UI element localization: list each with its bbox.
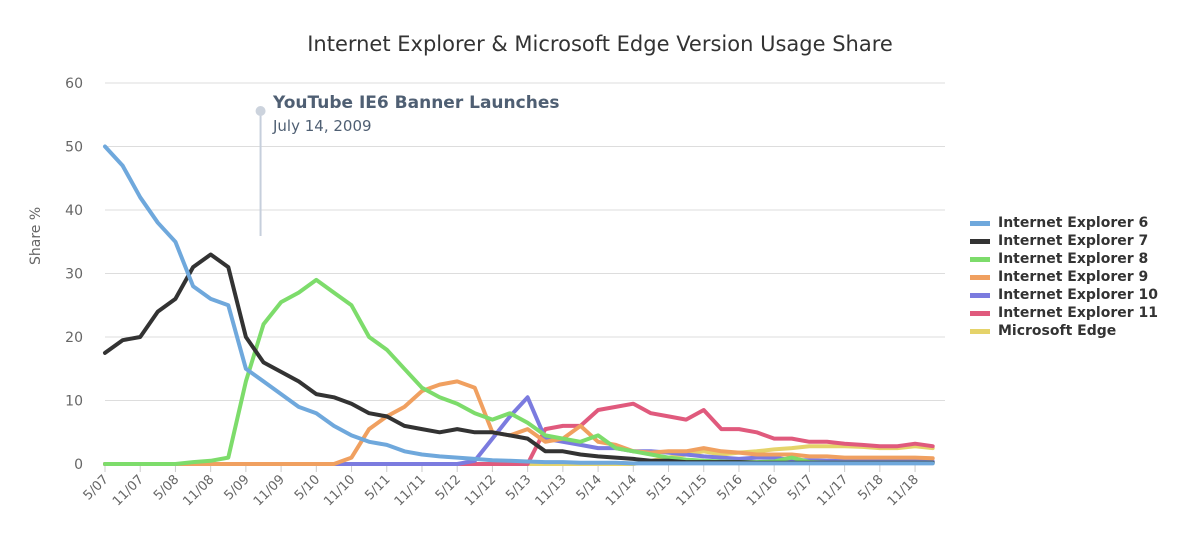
- legend-item[interactable]: Internet Explorer 11: [970, 304, 1158, 322]
- legend-swatch-icon: [970, 292, 990, 298]
- legend-swatch-icon: [970, 274, 990, 280]
- y-tick-label: 60: [65, 76, 83, 92]
- series-line: [103, 144, 935, 466]
- x-tick-label: 5/15: [644, 472, 675, 503]
- series-line: [103, 379, 935, 466]
- legend-item[interactable]: Internet Explorer 10: [970, 286, 1158, 304]
- legend-item[interactable]: Internet Explorer 8: [970, 250, 1158, 268]
- y-tick-label: 30: [65, 267, 83, 283]
- legend: Internet Explorer 6 Internet Explorer 7 In…: [970, 214, 1158, 340]
- legend-label: Internet Explorer 6: [998, 215, 1149, 231]
- legend-label: Internet Explorer 11: [998, 305, 1158, 321]
- y-tick-label: 20: [65, 330, 83, 346]
- legend-label: Internet Explorer 8: [998, 251, 1149, 267]
- x-tick-label: 5/13: [503, 472, 534, 503]
- legend-label: Internet Explorer 9: [998, 269, 1149, 285]
- x-tick-label: 5/14: [574, 472, 605, 503]
- legend-label: Internet Explorer 7: [998, 233, 1149, 249]
- x-tick-label: 11/16: [744, 472, 781, 509]
- legend-label: Microsoft Edge: [998, 323, 1117, 339]
- y-tick-label: 10: [65, 394, 83, 410]
- x-tick-label: 11/18: [885, 472, 922, 509]
- x-tick-label: 5/07: [81, 472, 112, 503]
- legend-item[interactable]: Internet Explorer 6: [970, 214, 1158, 232]
- x-tick-label: 5/10: [292, 472, 323, 503]
- series-line: [103, 277, 935, 466]
- annotation-title: YouTube IE6 Banner Launches: [273, 93, 560, 113]
- x-tick-label: 11/09: [251, 472, 288, 509]
- x-tick-label: 5/12: [433, 472, 464, 503]
- legend-swatch-icon: [970, 310, 990, 316]
- y-tick-label: 50: [65, 140, 83, 156]
- y-tick-label: 40: [65, 203, 83, 219]
- legend-swatch-icon: [970, 238, 990, 244]
- x-tick-label: 11/11: [392, 472, 429, 509]
- x-tick-label: 5/08: [151, 472, 182, 503]
- x-tick-label: 5/18: [855, 472, 886, 503]
- x-tick-label: 5/16: [715, 472, 746, 503]
- x-tick-label: 5/11: [362, 472, 393, 503]
- x-tick-label: 11/12: [462, 472, 499, 509]
- legend-swatch-icon: [970, 328, 990, 334]
- x-tick-label: 11/15: [673, 472, 710, 509]
- chart-title: Internet Explorer & Microsoft Edge Versi…: [307, 32, 893, 56]
- y-axis-label: Share %: [28, 206, 44, 265]
- legend-item[interactable]: Internet Explorer 7: [970, 232, 1158, 250]
- x-tick-label: 11/07: [110, 472, 147, 509]
- x-tick-label: 11/14: [603, 472, 640, 509]
- x-tick-label: 5/09: [221, 472, 252, 503]
- x-tick-label: 11/13: [533, 472, 570, 509]
- legend-swatch-icon: [970, 220, 990, 226]
- x-tick-label: 11/08: [180, 472, 217, 509]
- y-tick-label: 0: [74, 457, 83, 473]
- x-tick-label: 11/10: [321, 472, 358, 509]
- x-tick-label: 5/17: [785, 472, 816, 503]
- legend-swatch-icon: [970, 256, 990, 262]
- legend-label: Internet Explorer 10: [998, 287, 1158, 303]
- legend-item[interactable]: Microsoft Edge: [970, 322, 1158, 340]
- x-tick-label: 11/17: [814, 472, 851, 509]
- annotation-marker: [255, 106, 266, 116]
- legend-item[interactable]: Internet Explorer 9: [970, 268, 1158, 286]
- annotation-date: July 14, 2009: [273, 117, 372, 135]
